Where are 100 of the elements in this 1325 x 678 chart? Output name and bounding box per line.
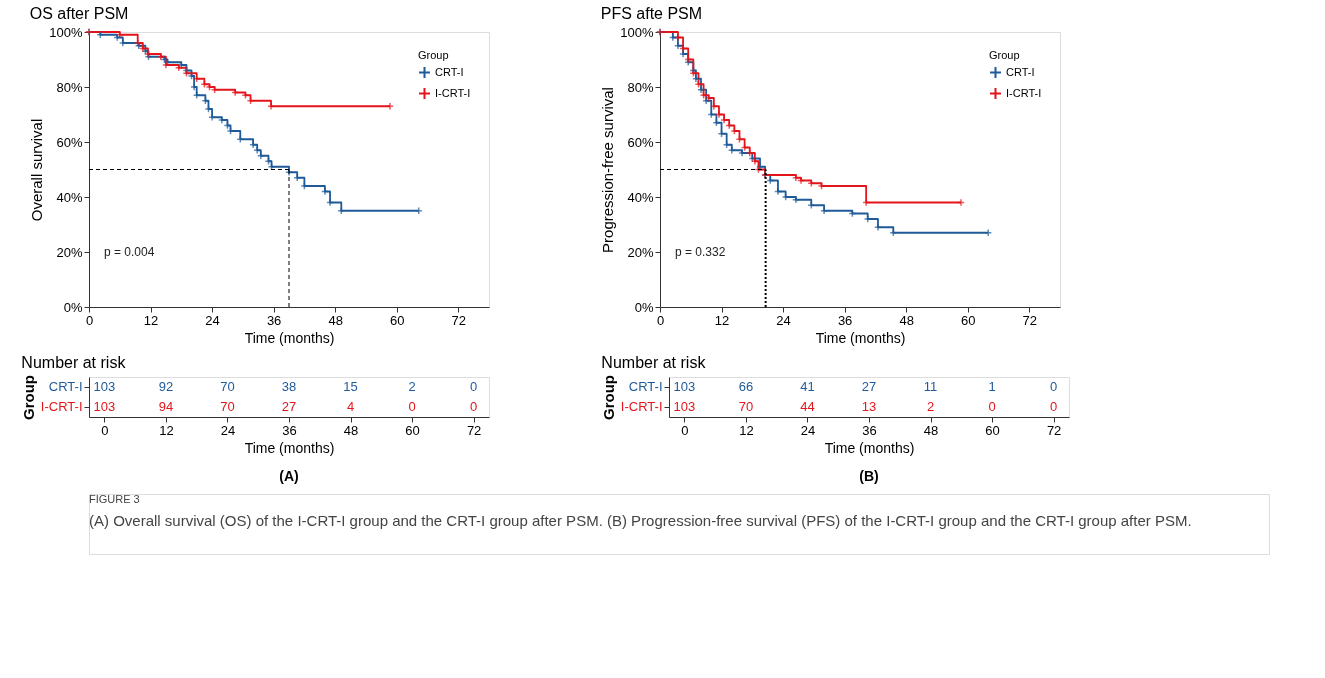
data-label: 0: [988, 399, 996, 414]
data-label: 27: [861, 379, 877, 394]
data-label: 41: [800, 379, 815, 394]
x-tick-label: 72: [1022, 312, 1037, 328]
chart-title: PFS afte PSM: [600, 4, 703, 22]
data-label: 103: [673, 379, 696, 394]
x-tick-label: 12: [159, 422, 174, 438]
point: [320, 187, 329, 196]
y-axis-title: Group: [19, 375, 37, 420]
x-tick-label: 24: [205, 312, 220, 328]
point: [674, 41, 682, 50]
x-tick-label: 72: [1046, 422, 1062, 438]
legend-label: CRT-I: [435, 65, 464, 78]
y-tick-label: 0%: [634, 299, 654, 315]
point: [717, 129, 726, 138]
x-tick-label: 60: [389, 312, 405, 328]
data-label: 0: [470, 399, 478, 414]
y-tick-label: 20%: [56, 244, 83, 260]
data-label: 2: [926, 399, 935, 414]
point: [156, 52, 165, 61]
point: [862, 198, 871, 207]
x-tick-label: 36: [837, 312, 853, 328]
data-label: 1: [988, 379, 996, 394]
y-tick-label: 40%: [627, 189, 654, 205]
data-label: 94: [158, 399, 174, 414]
y-tick-label: 80%: [56, 79, 83, 95]
x-axis-title: Time (months): [244, 439, 335, 456]
point: [326, 198, 334, 207]
x-axis-title: Time (months): [815, 329, 906, 346]
x-tick-label: 48: [343, 422, 359, 438]
x-tick-label: 24: [776, 312, 791, 328]
y-tick-label: 60%: [56, 134, 83, 150]
data-label: 2: [408, 379, 416, 394]
point: [691, 74, 700, 83]
x-tick-label: 72: [466, 422, 482, 438]
x-tick-label: 12: [739, 422, 754, 438]
chart-title: OS after PSM: [29, 4, 129, 22]
point: [774, 187, 782, 196]
point: [674, 33, 682, 42]
point: [679, 44, 687, 53]
y-tick-label: 20%: [627, 244, 654, 260]
y-tick-label: I-CRT-I: [40, 399, 83, 414]
data-label: 70: [220, 379, 235, 394]
x-tick-label: 48: [923, 422, 939, 438]
x-tick-label: 12: [714, 312, 730, 328]
point: [697, 85, 705, 94]
x-tick-label: 36: [282, 422, 297, 438]
data-label: 11: [923, 379, 938, 394]
x-tick-label: 36: [862, 422, 877, 438]
x-axis-title: Time (months): [824, 439, 915, 456]
data-label: 0: [1050, 379, 1058, 394]
y-tick-label: 40%: [56, 189, 83, 205]
x-tick-label: 60: [985, 422, 1000, 438]
data-label: 38: [281, 379, 297, 394]
x-tick-label: 0: [85, 312, 94, 328]
data-label: 103: [93, 399, 116, 414]
data-label: 4: [346, 399, 355, 414]
y-tick-label: 100%: [49, 24, 83, 40]
x-tick-label: 60: [405, 422, 420, 438]
y-tick-label: 80%: [627, 79, 654, 95]
y-tick-label: CRT-I: [48, 379, 83, 394]
data-label: 92: [158, 379, 174, 394]
data-label: 0: [470, 379, 478, 394]
legend-label: I-CRT-I: [435, 86, 471, 99]
text: (B): [859, 468, 879, 484]
x-tick-label: 48: [328, 312, 343, 328]
y-axis-title: Group: [599, 375, 617, 420]
legend-label: CRT-I: [1006, 65, 1035, 78]
legend-label: I-CRT-I: [1006, 86, 1042, 99]
y-tick-label: 60%: [627, 134, 654, 150]
x-tick-label: 36: [266, 312, 282, 328]
y-tick-label: CRT-I: [628, 379, 663, 394]
y-axis-title: Progression-free survival: [599, 87, 617, 253]
legend-title: Group: [418, 49, 449, 61]
x-tick-label: 48: [899, 312, 914, 328]
x-tick-label: 60: [960, 312, 976, 328]
data-label: 66: [738, 379, 754, 394]
x-tick-label: 24: [800, 422, 816, 438]
x-tick-label: 12: [143, 312, 159, 328]
data-label: 70: [738, 399, 754, 414]
data-label: 13: [861, 399, 877, 414]
data-label: 44: [800, 399, 815, 414]
legend-title: Group: [989, 49, 1020, 61]
x-tick-label: 72: [451, 312, 466, 328]
chart-title: Number at risk: [601, 353, 707, 371]
text: (A): [279, 468, 299, 484]
text: FIGURE 3: [89, 493, 140, 505]
data-label: 27: [281, 399, 297, 414]
x-tick-label: 0: [656, 312, 665, 328]
data-label: 103: [93, 379, 116, 394]
annotation: p = 0.004: [104, 245, 155, 259]
y-tick-label: 100%: [620, 24, 654, 40]
data-label: 0: [408, 399, 416, 414]
text: (A) Overall survival (OS) of the I-CRT-I group and the CRT-I group after PSM. (B) Progression-free survival (PFS) of the I-CRT-I group and the CRT-I group after PSM.: [89, 512, 1192, 529]
data-label: 15: [343, 379, 358, 394]
data-label: 0: [1050, 399, 1058, 414]
y-axis-title: Overall survival: [28, 118, 46, 222]
data-label: 70: [220, 399, 235, 414]
data-label: 103: [673, 399, 696, 414]
x-tick-label: 0: [101, 422, 109, 438]
